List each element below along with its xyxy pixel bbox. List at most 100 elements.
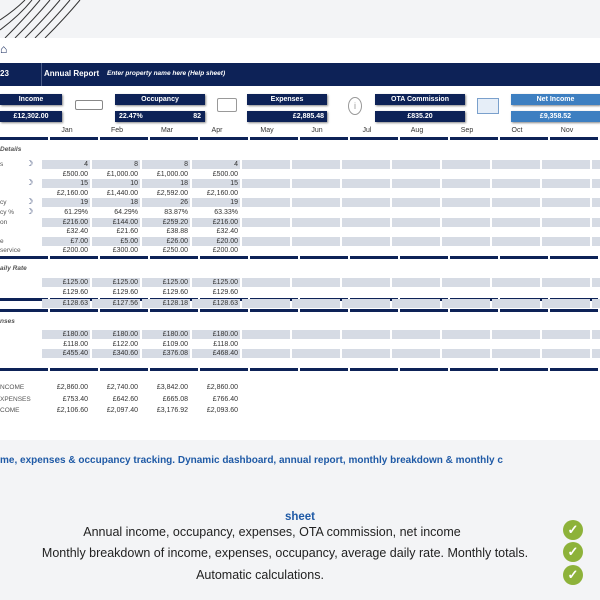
table-cell[interactable] [292, 227, 340, 236]
table-cell[interactable] [542, 246, 590, 255]
table-cell[interactable] [442, 288, 490, 297]
table-cell[interactable]: £2,093.60 [206, 407, 238, 414]
home-icon[interactable]: ⌂ [0, 42, 8, 56]
table-cell[interactable] [342, 170, 390, 179]
table-cell[interactable] [492, 198, 540, 207]
table-cell[interactable] [592, 189, 600, 198]
table-cell[interactable] [542, 218, 590, 227]
table-cell[interactable]: £2,860.00 [56, 384, 88, 391]
table-cell[interactable]: £144.00 [92, 218, 140, 227]
table-cell[interactable] [542, 160, 590, 169]
table-cell[interactable] [442, 340, 490, 349]
table-cell[interactable]: £180.00 [92, 330, 140, 339]
table-cell[interactable] [492, 406, 540, 415]
table-cell[interactable]: £129.60 [62, 289, 88, 296]
table-cell[interactable] [492, 160, 540, 169]
table-cell[interactable] [242, 218, 290, 227]
table-cell[interactable] [592, 218, 600, 227]
table-cell[interactable] [242, 170, 290, 179]
table-cell[interactable] [242, 237, 290, 246]
table-cell[interactable] [342, 406, 390, 415]
table-cell[interactable]: £2,097.40 [106, 407, 138, 414]
table-cell[interactable] [492, 189, 540, 198]
table-cell[interactable] [242, 198, 290, 207]
table-cell[interactable] [342, 349, 390, 358]
table-cell[interactable] [392, 208, 440, 217]
table-cell[interactable]: £32.40 [66, 228, 88, 235]
table-cell[interactable]: £340.60 [92, 349, 140, 358]
table-cell[interactable]: £109.00 [162, 341, 188, 348]
table-cell[interactable] [492, 330, 540, 339]
table-cell[interactable] [492, 218, 540, 227]
table-cell[interactable] [342, 160, 390, 169]
table-cell[interactable] [542, 349, 590, 358]
table-cell[interactable] [392, 227, 440, 236]
table-cell[interactable] [342, 383, 390, 392]
table-cell[interactable] [342, 208, 390, 217]
table-cell[interactable] [592, 406, 600, 415]
table-cell[interactable]: £1,000.00 [106, 171, 138, 178]
table-cell[interactable]: 4 [42, 160, 90, 169]
table-cell[interactable] [392, 278, 440, 287]
table-cell[interactable] [492, 237, 540, 246]
table-cell[interactable] [392, 406, 440, 415]
table-cell[interactable]: £455.40 [42, 349, 90, 358]
table-cell[interactable]: 8 [142, 160, 190, 169]
table-cell[interactable] [592, 246, 600, 255]
table-cell[interactable]: £468.40 [192, 349, 240, 358]
table-cell[interactable] [292, 237, 340, 246]
table-cell[interactable]: 64.29% [114, 209, 138, 216]
table-cell[interactable] [392, 160, 440, 169]
table-cell[interactable]: £127.56 [92, 299, 140, 308]
table-cell[interactable]: 61.29% [64, 209, 88, 216]
table-cell[interactable] [442, 160, 490, 169]
table-cell[interactable]: 83.87% [164, 209, 188, 216]
table-cell[interactable] [292, 160, 340, 169]
table-cell[interactable] [342, 237, 390, 246]
table-cell[interactable] [492, 349, 540, 358]
table-cell[interactable]: £1,000.00 [156, 171, 188, 178]
table-cell[interactable] [292, 383, 340, 392]
table-cell[interactable]: £500.00 [62, 171, 88, 178]
table-cell[interactable] [242, 189, 290, 198]
table-cell[interactable]: £128.18 [142, 299, 190, 308]
table-cell[interactable] [342, 288, 390, 297]
table-cell[interactable]: £129.60 [162, 289, 188, 296]
table-cell[interactable] [392, 246, 440, 255]
table-cell[interactable] [292, 218, 340, 227]
table-cell[interactable]: £2,740.00 [106, 384, 138, 391]
table-cell[interactable] [292, 198, 340, 207]
table-cell[interactable] [592, 170, 600, 179]
table-cell[interactable] [442, 179, 490, 188]
table-cell[interactable] [542, 288, 590, 297]
table-cell[interactable] [442, 208, 490, 217]
table-cell[interactable] [442, 198, 490, 207]
table-cell[interactable] [242, 179, 290, 188]
table-cell[interactable] [492, 288, 540, 297]
table-cell[interactable] [242, 349, 290, 358]
table-cell[interactable] [342, 278, 390, 287]
table-cell[interactable] [542, 406, 590, 415]
table-cell[interactable]: £1,440.00 [106, 190, 138, 197]
table-cell[interactable] [542, 340, 590, 349]
table-cell[interactable] [442, 218, 490, 227]
table-cell[interactable] [542, 330, 590, 339]
table-cell[interactable] [342, 189, 390, 198]
table-cell[interactable] [592, 227, 600, 236]
table-cell[interactable] [292, 288, 340, 297]
table-cell[interactable] [392, 395, 440, 404]
table-cell[interactable]: 15 [192, 179, 240, 188]
table-cell[interactable] [392, 340, 440, 349]
table-cell[interactable] [592, 237, 600, 246]
table-cell[interactable]: £3,842.00 [156, 384, 188, 391]
table-cell[interactable]: £376.08 [142, 349, 190, 358]
table-cell[interactable] [292, 208, 340, 217]
table-cell[interactable] [592, 330, 600, 339]
table-cell[interactable] [542, 299, 590, 308]
table-cell[interactable] [342, 395, 390, 404]
table-cell[interactable] [492, 278, 540, 287]
table-cell[interactable] [542, 278, 590, 287]
table-cell[interactable] [342, 299, 390, 308]
table-cell[interactable]: £20.00 [192, 237, 240, 246]
table-cell[interactable]: £118.00 [213, 341, 238, 348]
